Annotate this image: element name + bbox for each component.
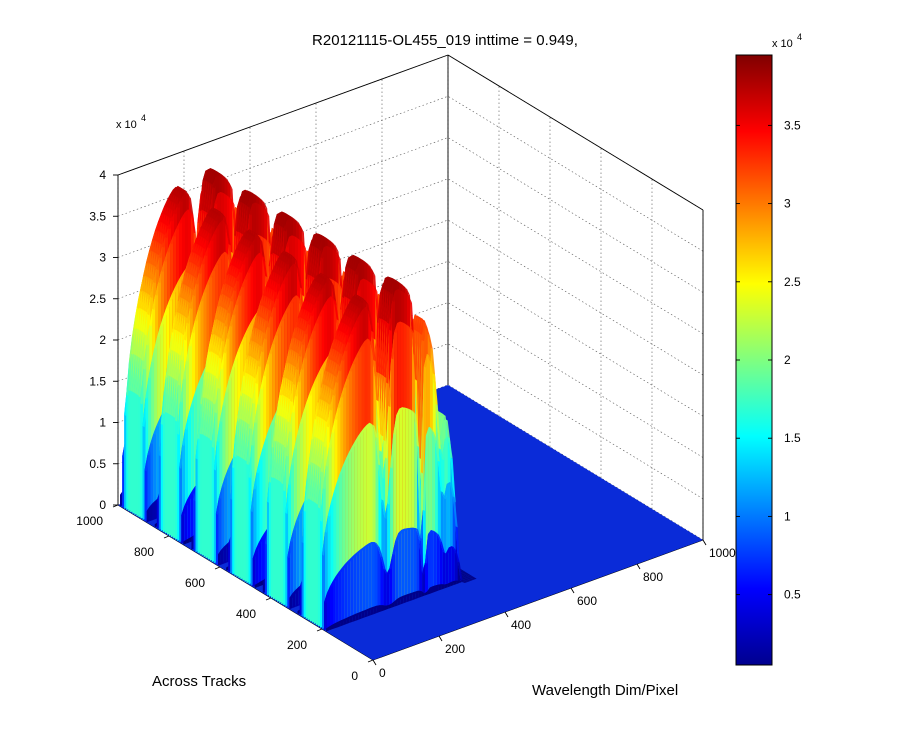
surface-facet	[259, 198, 265, 203]
surface-facet	[260, 240, 266, 263]
surface-facet	[290, 216, 296, 220]
surface-facet	[262, 201, 268, 209]
axis-edge	[117, 54, 449, 176]
surface-facet	[223, 193, 229, 197]
gridline	[447, 343, 704, 500]
surface-facet	[220, 212, 226, 218]
gridline	[447, 302, 704, 458]
surface-facet	[183, 189, 189, 195]
surface-facet	[257, 236, 263, 242]
surface-facet	[184, 499, 188, 543]
surface-facet	[261, 205, 267, 210]
surface-facet	[185, 193, 191, 199]
surface-facet	[150, 433, 154, 519]
surface-facet	[156, 419, 160, 517]
surface-facet	[220, 546, 224, 565]
surface-facet	[190, 213, 196, 234]
surface-facet	[144, 454, 148, 522]
surface-facet	[295, 222, 301, 227]
surface-facet	[225, 223, 231, 246]
surface-facet	[188, 197, 194, 219]
surface-facet	[222, 220, 228, 226]
surface-facet	[221, 176, 227, 181]
surface-facet	[227, 181, 233, 189]
surface-facet	[153, 425, 157, 518]
gridline	[117, 137, 449, 258]
surface-facet	[219, 173, 225, 177]
gridline	[447, 95, 704, 252]
surface-facet	[222, 175, 228, 180]
gridline	[117, 95, 449, 217]
surface-facet	[226, 195, 232, 199]
surface-facet	[298, 225, 304, 233]
surface-facet	[266, 240, 272, 247]
surface-facet	[187, 494, 191, 542]
surface-facet	[152, 500, 156, 521]
surface-facet	[263, 237, 269, 242]
surface-facet	[254, 194, 260, 198]
surface-facet	[224, 251, 230, 257]
surface-facet	[218, 486, 222, 564]
surface-facet	[256, 195, 262, 200]
surface-facet	[190, 489, 194, 541]
gridline	[447, 178, 704, 335]
surface-facet	[149, 503, 153, 522]
surface-mesh	[118, 168, 703, 660]
gridline	[447, 260, 704, 417]
surface-facet	[223, 543, 227, 564]
surface-facet	[229, 197, 235, 205]
surface-facet	[221, 477, 225, 563]
surface-facet	[260, 235, 266, 239]
surface-facet	[298, 238, 303, 243]
surface-facet	[293, 220, 298, 224]
surface-facet	[188, 209, 193, 215]
surface-facet	[259, 252, 265, 258]
gridline	[117, 219, 449, 341]
surface-facet	[295, 236, 300, 240]
surface-facet	[227, 462, 231, 561]
surface-facet	[264, 208, 270, 216]
axis-edge	[447, 54, 704, 211]
surface-facet	[300, 241, 306, 249]
surface-facet	[262, 256, 268, 278]
surface-facet	[293, 218, 299, 223]
surface-facet	[255, 233, 261, 239]
surface-facet	[147, 442, 151, 520]
gridline	[447, 137, 704, 293]
surface-facet	[224, 178, 230, 183]
surface-facet	[215, 497, 219, 565]
surface-facet	[258, 203, 264, 208]
gridline	[117, 178, 449, 300]
surface-facet	[224, 469, 228, 562]
gridline	[447, 219, 704, 376]
